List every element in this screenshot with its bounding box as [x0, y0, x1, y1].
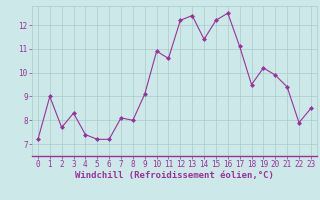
X-axis label: Windchill (Refroidissement éolien,°C): Windchill (Refroidissement éolien,°C) [75, 171, 274, 180]
